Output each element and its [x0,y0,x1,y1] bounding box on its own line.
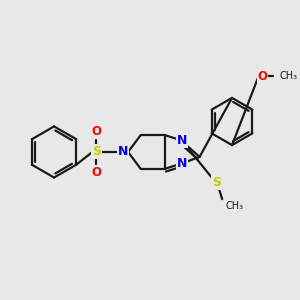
Text: S: S [92,146,101,158]
Text: N: N [118,146,128,158]
Text: N: N [177,157,187,170]
Text: S: S [212,176,221,189]
Text: O: O [91,166,101,179]
Text: N: N [177,134,187,147]
Text: O: O [91,125,101,138]
Text: CH₃: CH₃ [225,201,243,211]
Text: CH₃: CH₃ [279,71,297,81]
Text: O: O [257,70,268,83]
